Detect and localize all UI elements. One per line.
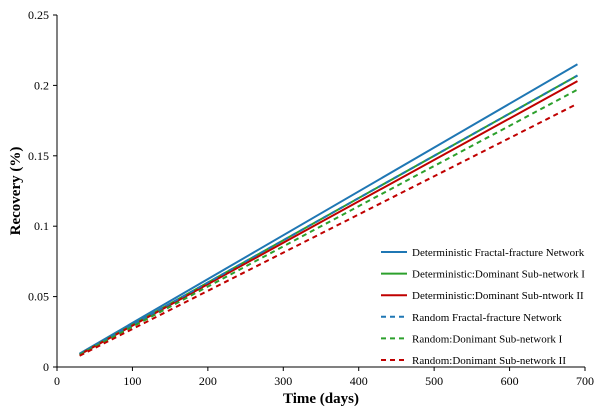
y-tick-label: 0.1 [34, 219, 49, 233]
y-tick-label: 0.15 [28, 149, 49, 163]
series-line-2 [79, 74, 578, 356]
series-line-6 [79, 102, 578, 357]
y-tick-label: 0 [43, 360, 49, 374]
x-tick-label: 100 [123, 374, 141, 388]
x-tick-label: 300 [274, 374, 292, 388]
series-line-5 [79, 88, 578, 356]
x-axis-title: Time (days) [283, 391, 359, 407]
series-line-3 [79, 80, 578, 356]
x-tick-label: 500 [425, 374, 443, 388]
legend-label-5: Random:Donimant Sub-network I [412, 333, 563, 345]
axes [56, 15, 585, 368]
legend-label-2: Deterministic:Dominant Sub-network I [412, 269, 585, 281]
y-tick-label: 0.05 [28, 290, 49, 304]
y-tick-label: 0.25 [28, 8, 49, 22]
y-axis-title: Recovery (%) [8, 147, 24, 236]
x-tick-label: 200 [199, 374, 217, 388]
legend: Deterministic Fractal-fracture Network De… [381, 247, 585, 367]
series-line-1 [79, 63, 578, 355]
legend-label-4: Random Fractal-fracture Network [412, 312, 562, 324]
x-tick-label: 600 [501, 374, 519, 388]
ticks: 0 100 200 300 400 500 600 700 0 0.05 0.1 0.15 0.2 0.2… [28, 8, 594, 388]
x-tick-label: 400 [350, 374, 368, 388]
x-tick-label: 700 [576, 374, 594, 388]
legend-label-6: Random:Donimant Sub-network II [412, 355, 566, 367]
x-tick-label: 0 [54, 374, 60, 388]
legend-label-1: Deterministic Fractal-fracture Network [412, 247, 585, 259]
legend-label-3: Deterministic:Dominant Sub-ntwork II [412, 290, 584, 302]
y-tick-label: 0.2 [34, 78, 49, 92]
series-lines [79, 63, 578, 357]
